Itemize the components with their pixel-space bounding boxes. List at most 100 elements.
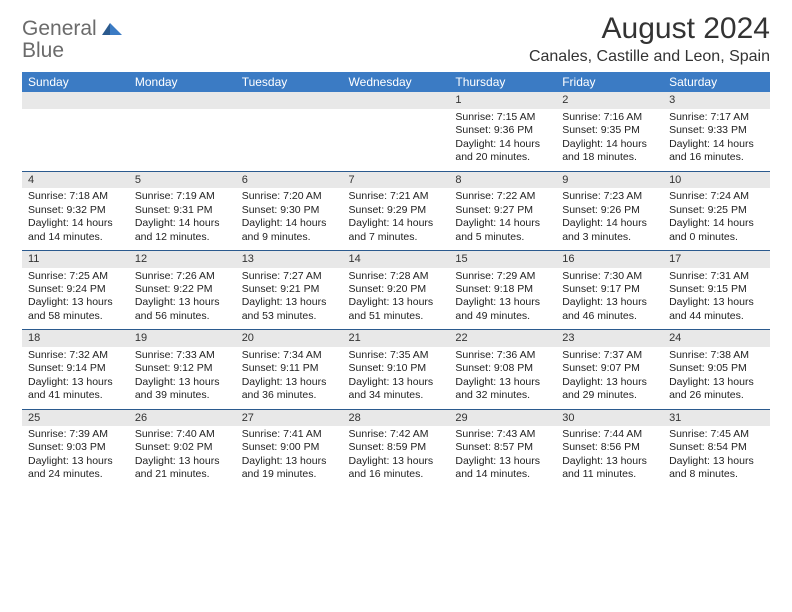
sunrise-text: Sunrise: 7:42 AM: [349, 428, 444, 441]
daylight-text: Daylight: 14 hours and 0 minutes.: [669, 217, 764, 244]
day-number-cell: [22, 92, 129, 109]
day-details-cell: Sunrise: 7:20 AMSunset: 9:30 PMDaylight:…: [236, 188, 343, 250]
daylight-text: Daylight: 13 hours and 36 minutes.: [242, 376, 337, 403]
sunrise-text: Sunrise: 7:39 AM: [28, 428, 123, 441]
day-details-cell: Sunrise: 7:15 AMSunset: 9:36 PMDaylight:…: [449, 109, 556, 171]
day-details-row: Sunrise: 7:32 AMSunset: 9:14 PMDaylight:…: [22, 347, 770, 409]
day-details-cell: Sunrise: 7:40 AMSunset: 9:02 PMDaylight:…: [129, 426, 236, 488]
sunset-text: Sunset: 9:02 PM: [135, 441, 230, 454]
sunset-text: Sunset: 9:05 PM: [669, 362, 764, 375]
day-number-cell: 17: [663, 251, 770, 268]
daylight-text: Daylight: 13 hours and 26 minutes.: [669, 376, 764, 403]
sunset-text: Sunset: 9:18 PM: [455, 283, 550, 296]
day-number-cell: 23: [556, 330, 663, 347]
logo-mark-icon: [102, 21, 122, 40]
sunset-text: Sunset: 9:30 PM: [242, 204, 337, 217]
sunrise-text: Sunrise: 7:32 AM: [28, 349, 123, 362]
title-block: August 2024 Canales, Castille and Leon, …: [529, 12, 770, 66]
day-details-cell: [343, 109, 450, 171]
day-details-cell: Sunrise: 7:38 AMSunset: 9:05 PMDaylight:…: [663, 347, 770, 409]
sunset-text: Sunset: 9:03 PM: [28, 441, 123, 454]
day-number-cell: [236, 92, 343, 109]
sunset-text: Sunset: 9:33 PM: [669, 124, 764, 137]
sunset-text: Sunset: 9:31 PM: [135, 204, 230, 217]
sunrise-text: Sunrise: 7:29 AM: [455, 270, 550, 283]
day-details-cell: Sunrise: 7:39 AMSunset: 9:03 PMDaylight:…: [22, 426, 129, 488]
day-details-cell: Sunrise: 7:22 AMSunset: 9:27 PMDaylight:…: [449, 188, 556, 250]
day-number-cell: 15: [449, 251, 556, 268]
day-details-cell: Sunrise: 7:25 AMSunset: 9:24 PMDaylight:…: [22, 268, 129, 330]
daylight-text: Daylight: 13 hours and 41 minutes.: [28, 376, 123, 403]
day-number-cell: 12: [129, 251, 236, 268]
weekday-header: Tuesday: [236, 72, 343, 92]
sunrise-text: Sunrise: 7:20 AM: [242, 190, 337, 203]
sunset-text: Sunset: 9:17 PM: [562, 283, 657, 296]
day-number-cell: 5: [129, 171, 236, 188]
daylight-text: Daylight: 13 hours and 8 minutes.: [669, 455, 764, 482]
weekday-header: Wednesday: [343, 72, 450, 92]
day-number-cell: 22: [449, 330, 556, 347]
day-number-row: 25262728293031: [22, 409, 770, 426]
daylight-text: Daylight: 13 hours and 21 minutes.: [135, 455, 230, 482]
day-details-cell: Sunrise: 7:32 AMSunset: 9:14 PMDaylight:…: [22, 347, 129, 409]
weekday-header: Thursday: [449, 72, 556, 92]
day-details-cell: Sunrise: 7:16 AMSunset: 9:35 PMDaylight:…: [556, 109, 663, 171]
day-number-row: 45678910: [22, 171, 770, 188]
day-number-cell: 19: [129, 330, 236, 347]
day-number-cell: 30: [556, 409, 663, 426]
sunset-text: Sunset: 8:59 PM: [349, 441, 444, 454]
sunrise-text: Sunrise: 7:37 AM: [562, 349, 657, 362]
day-details-cell: Sunrise: 7:43 AMSunset: 8:57 PMDaylight:…: [449, 426, 556, 488]
daylight-text: Daylight: 13 hours and 11 minutes.: [562, 455, 657, 482]
day-number-cell: 11: [22, 251, 129, 268]
sunset-text: Sunset: 9:11 PM: [242, 362, 337, 375]
sunset-text: Sunset: 9:07 PM: [562, 362, 657, 375]
sunset-text: Sunset: 9:36 PM: [455, 124, 550, 137]
sunrise-text: Sunrise: 7:23 AM: [562, 190, 657, 203]
sunrise-text: Sunrise: 7:45 AM: [669, 428, 764, 441]
sunset-text: Sunset: 9:10 PM: [349, 362, 444, 375]
sunrise-text: Sunrise: 7:28 AM: [349, 270, 444, 283]
day-details-cell: Sunrise: 7:42 AMSunset: 8:59 PMDaylight:…: [343, 426, 450, 488]
daylight-text: Daylight: 14 hours and 9 minutes.: [242, 217, 337, 244]
day-number-cell: 1: [449, 92, 556, 109]
daylight-text: Daylight: 13 hours and 53 minutes.: [242, 296, 337, 323]
day-number-cell: 24: [663, 330, 770, 347]
day-details-cell: Sunrise: 7:35 AMSunset: 9:10 PMDaylight:…: [343, 347, 450, 409]
sunrise-text: Sunrise: 7:24 AM: [669, 190, 764, 203]
sunset-text: Sunset: 9:00 PM: [242, 441, 337, 454]
day-details-cell: Sunrise: 7:19 AMSunset: 9:31 PMDaylight:…: [129, 188, 236, 250]
sunrise-text: Sunrise: 7:16 AM: [562, 111, 657, 124]
sunset-text: Sunset: 9:20 PM: [349, 283, 444, 296]
sunset-text: Sunset: 9:29 PM: [349, 204, 444, 217]
daylight-text: Daylight: 13 hours and 44 minutes.: [669, 296, 764, 323]
sunset-text: Sunset: 9:15 PM: [669, 283, 764, 296]
day-number-cell: 3: [663, 92, 770, 109]
sunrise-text: Sunrise: 7:41 AM: [242, 428, 337, 441]
sunset-text: Sunset: 8:54 PM: [669, 441, 764, 454]
day-details-cell: Sunrise: 7:41 AMSunset: 9:00 PMDaylight:…: [236, 426, 343, 488]
header: General Blue August 2024 Canales, Castil…: [22, 12, 770, 66]
daylight-text: Daylight: 13 hours and 34 minutes.: [349, 376, 444, 403]
daylight-text: Daylight: 13 hours and 39 minutes.: [135, 376, 230, 403]
day-details-cell: [22, 109, 129, 171]
weekday-header: Saturday: [663, 72, 770, 92]
day-details-cell: Sunrise: 7:21 AMSunset: 9:29 PMDaylight:…: [343, 188, 450, 250]
day-details-row: Sunrise: 7:25 AMSunset: 9:24 PMDaylight:…: [22, 268, 770, 330]
month-title: August 2024: [529, 12, 770, 46]
day-number-row: 18192021222324: [22, 330, 770, 347]
day-details-cell: Sunrise: 7:37 AMSunset: 9:07 PMDaylight:…: [556, 347, 663, 409]
logo: General Blue: [22, 12, 122, 62]
daylight-text: Daylight: 13 hours and 46 minutes.: [562, 296, 657, 323]
day-number-cell: 29: [449, 409, 556, 426]
sunrise-text: Sunrise: 7:25 AM: [28, 270, 123, 283]
sunrise-text: Sunrise: 7:30 AM: [562, 270, 657, 283]
day-details-cell: Sunrise: 7:26 AMSunset: 9:22 PMDaylight:…: [129, 268, 236, 330]
sunset-text: Sunset: 9:32 PM: [28, 204, 123, 217]
daylight-text: Daylight: 13 hours and 14 minutes.: [455, 455, 550, 482]
day-details-cell: Sunrise: 7:23 AMSunset: 9:26 PMDaylight:…: [556, 188, 663, 250]
sunset-text: Sunset: 9:12 PM: [135, 362, 230, 375]
daylight-text: Daylight: 14 hours and 14 minutes.: [28, 217, 123, 244]
daylight-text: Daylight: 13 hours and 49 minutes.: [455, 296, 550, 323]
day-number-cell: 26: [129, 409, 236, 426]
